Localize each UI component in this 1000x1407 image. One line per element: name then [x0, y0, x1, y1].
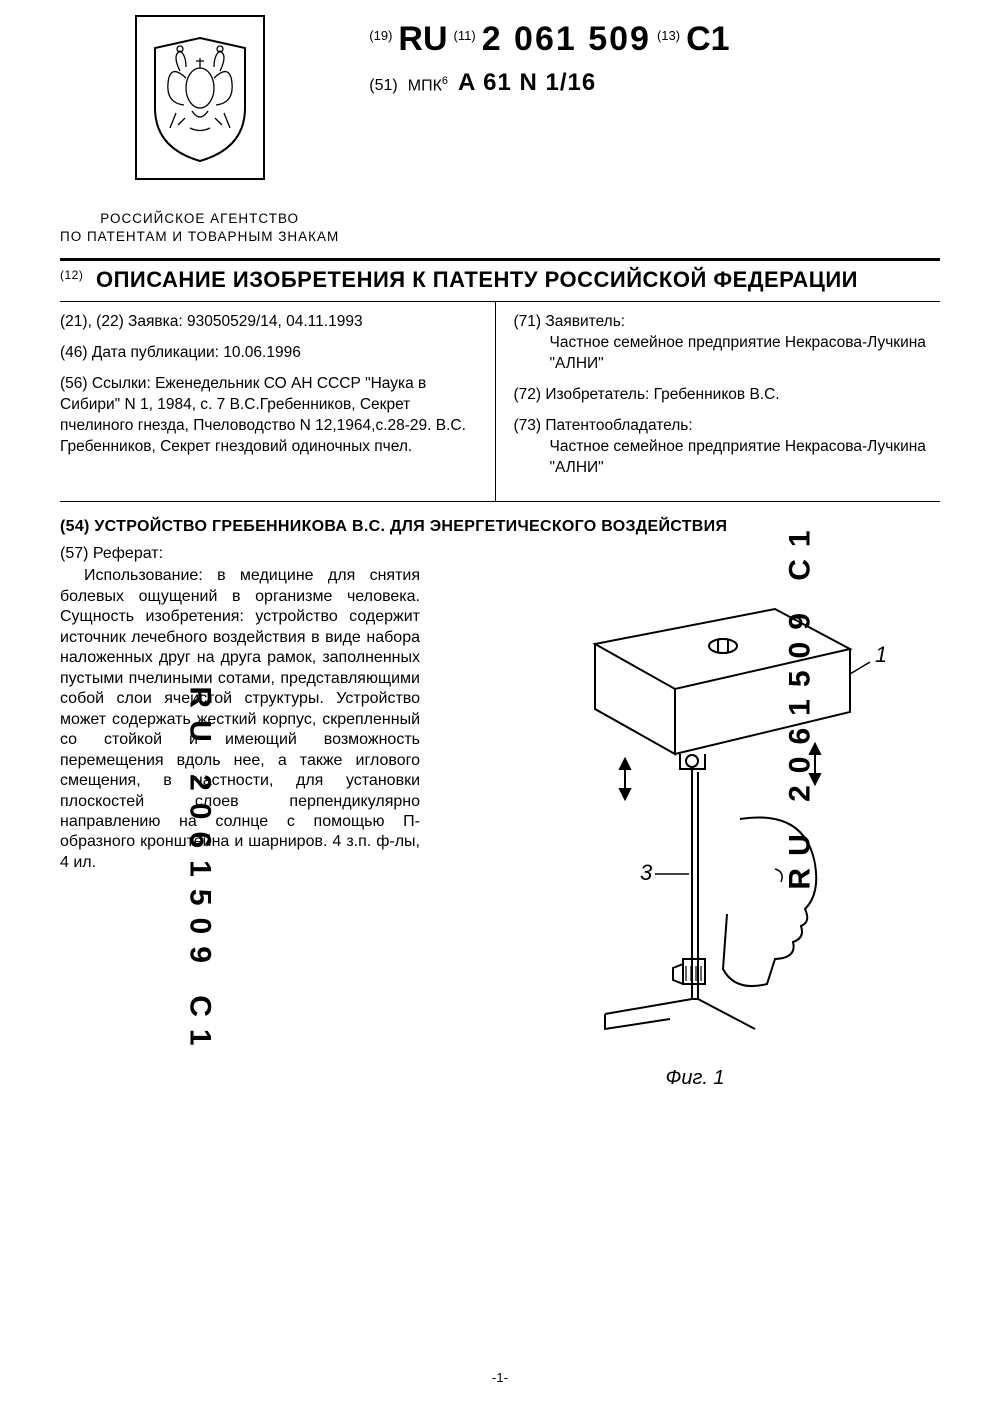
ipc-line: (51) МПК6 A 61 N 1/16	[369, 69, 940, 97]
page-number: -1-	[492, 1370, 508, 1385]
emblem-frame	[135, 15, 265, 180]
assignee: (73) Патентообладатель: Частное семейное…	[514, 416, 931, 479]
biblio-right-column: (71) Заявитель: Частное семейное предпри…	[496, 302, 941, 500]
figure-label-3: 3	[640, 860, 653, 885]
assignee-label: (73) Патентообладатель:	[514, 417, 693, 434]
applicant-label: (71) Заявитель:	[514, 313, 626, 330]
abstract-text-block: (57) Реферат: Использование: в медицине …	[60, 544, 420, 874]
country-code: RU	[398, 20, 447, 59]
code-54-label: (54)	[60, 518, 94, 535]
inventor: (72) Изобретатель: Гребенников В.С.	[514, 385, 931, 406]
side-code-right: RU 2061509 C1	[783, 518, 817, 889]
code-51-label: (51)	[369, 77, 397, 95]
figure-1-drawing: 1 3	[505, 554, 885, 1054]
code-12-label: (12)	[60, 268, 83, 282]
figure-block: 1 3 Фиг. 1	[450, 544, 940, 1090]
code-57-label: (57) Реферат:	[60, 544, 420, 564]
abstract-body: Использование: в медицине для снятия бол…	[60, 566, 420, 873]
invention-title-text: УСТРОЙСТВО ГРЕБЕННИКОВА В.С. ДЛЯ ЭНЕРГЕТ…	[94, 518, 727, 535]
kind-code: C1	[686, 20, 729, 59]
application-info: (21), (22) Заявка: 93050529/14, 04.11.19…	[60, 312, 477, 333]
code-11-label: (11)	[454, 28, 476, 43]
document-title: ОПИСАНИЕ ИЗОБРЕТЕНИЯ К ПАТЕНТУ РОССИЙСКО…	[96, 267, 858, 292]
agency-name: РОССИЙСКОЕ АГЕНТСТВО ПО ПАТЕНТАМ И ТОВАР…	[60, 210, 339, 246]
figure-caption: Фиг. 1	[450, 1067, 940, 1090]
figure-label-1: 1	[875, 642, 885, 667]
document-title-bar: (12) ОПИСАНИЕ ИЗОБРЕТЕНИЯ К ПАТЕНТУ РОСС…	[60, 258, 940, 302]
ipc-code: A 61 N 1/16	[458, 69, 596, 97]
publication-date: (46) Дата публикации: 10.06.1996	[60, 343, 477, 364]
patent-code-line: (19) RU (11) 2 061 509 (13) C1	[369, 20, 940, 59]
references: (56) Ссылки: Еженедельник СО АН СССР "На…	[60, 374, 477, 458]
coat-of-arms-icon	[150, 33, 250, 163]
code-19-label: (19)	[369, 28, 392, 43]
ipc-prefix: МПК	[408, 77, 442, 94]
biblio-left-column: (21), (22) Заявка: 93050529/14, 04.11.19…	[60, 302, 496, 500]
header: РОССИЙСКОЕ АГЕНТСТВО ПО ПАТЕНТАМ И ТОВАР…	[60, 15, 940, 246]
inventor-text: Гребенников В.С.	[654, 386, 780, 403]
ipc-edition: 6	[442, 75, 448, 87]
code-13-label: (13)	[657, 28, 680, 43]
agency-line1: РОССИЙСКОЕ АГЕНТСТВО	[60, 210, 339, 228]
applicant: (71) Заявитель: Частное семейное предпри…	[514, 312, 931, 375]
emblem-block: РОССИЙСКОЕ АГЕНТСТВО ПО ПАТЕНТАМ И ТОВАР…	[60, 15, 339, 246]
bibliographic-data: (21), (22) Заявка: 93050529/14, 04.11.19…	[60, 302, 940, 501]
agency-line2: ПО ПАТЕНТАМ И ТОВАРНЫМ ЗНАКАМ	[60, 228, 339, 246]
assignee-text: Частное семейное предприятие Некрасова-Л…	[514, 437, 931, 479]
patent-page: РОССИЙСКОЕ АГЕНТСТВО ПО ПАТЕНТАМ И ТОВАР…	[0, 0, 1000, 1407]
codes-block: (19) RU (11) 2 061 509 (13) C1 (51) МПК6…	[369, 15, 940, 97]
refs-label: (56) Ссылки:	[60, 375, 155, 392]
publication-number: 2 061 509	[482, 20, 651, 59]
side-code-left: RU 2061509 C1	[183, 687, 217, 1058]
applicant-text: Частное семейное предприятие Некрасова-Л…	[514, 333, 931, 375]
inventor-label: (72) Изобретатель:	[514, 386, 654, 403]
